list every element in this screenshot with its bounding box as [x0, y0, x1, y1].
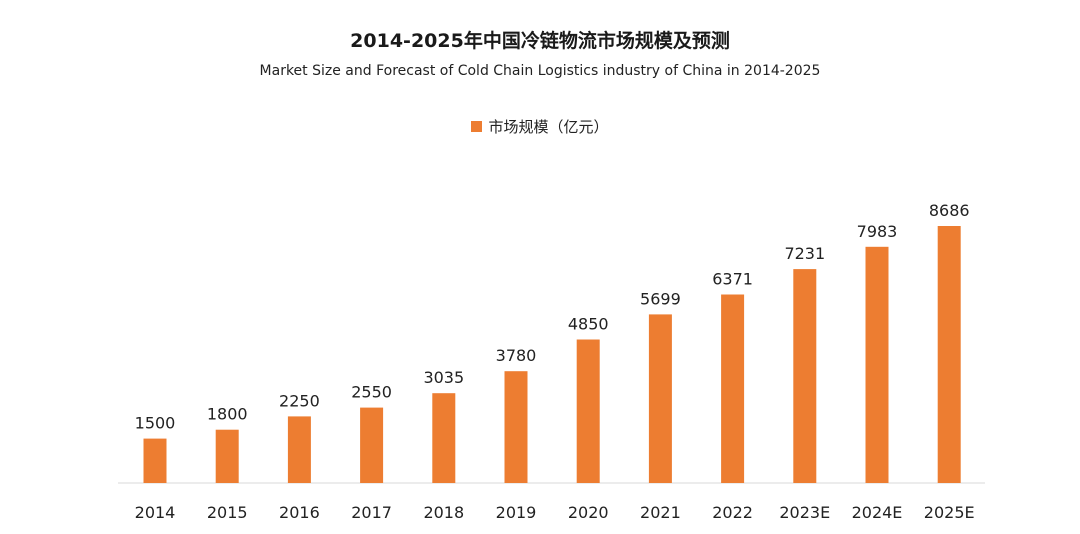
x-tick-label-2024E: 2024E: [852, 503, 903, 522]
legend-label: 市场规模（亿元）: [488, 118, 609, 136]
value-label-2014: 1500: [135, 414, 176, 433]
value-label-2021: 5699: [640, 289, 681, 308]
bar-2021: [648, 314, 672, 483]
bar-2019: [504, 371, 528, 483]
bar-2016: [287, 416, 311, 483]
legend: 市场规模（亿元）: [0, 116, 1080, 137]
x-tick-label-2021: 2021: [640, 503, 681, 522]
value-label-2022: 6371: [712, 270, 753, 289]
bar-2018: [432, 393, 456, 483]
x-tick-label-2025E: 2025E: [924, 503, 975, 522]
legend-swatch: [471, 121, 483, 132]
value-label-2018: 3035: [423, 368, 464, 387]
value-label-2019: 3780: [496, 346, 537, 365]
chart-subtitle: Market Size and Forecast of Cold Chain L…: [259, 63, 821, 79]
chart-title: 2014-2025年中国冷链物流市场规模及预测: [350, 30, 730, 52]
x-tick-label-2016: 2016: [279, 503, 320, 522]
bar-2017: [360, 407, 384, 483]
value-label-2017: 2550: [351, 383, 392, 402]
bar-2015: [215, 429, 239, 483]
bar-2020: [576, 339, 600, 483]
x-tick-label-2019: 2019: [496, 503, 537, 522]
x-tick-label-2023E: 2023E: [779, 503, 830, 522]
x-tick-label-2018: 2018: [423, 503, 464, 522]
x-tick-label-2015: 2015: [207, 503, 248, 522]
x-tick-label-2017: 2017: [351, 503, 392, 522]
value-label-2015: 1800: [207, 405, 248, 424]
x-tick-label-2022: 2022: [712, 503, 753, 522]
x-tick-label-2014: 2014: [135, 503, 176, 522]
value-label-2023E: 7231: [784, 244, 825, 263]
x-tick-label-2020: 2020: [568, 503, 609, 522]
value-label-2025E: 8686: [929, 201, 970, 220]
bar-2024E: [865, 246, 889, 483]
value-label-2024E: 7983: [857, 222, 898, 241]
bar-2023E: [793, 269, 817, 483]
value-label-2020: 4850: [568, 315, 609, 334]
bar-2025E: [937, 226, 961, 483]
bar-2022: [721, 294, 745, 483]
bar-2014: [143, 438, 167, 483]
value-label-2016: 2250: [279, 391, 320, 410]
